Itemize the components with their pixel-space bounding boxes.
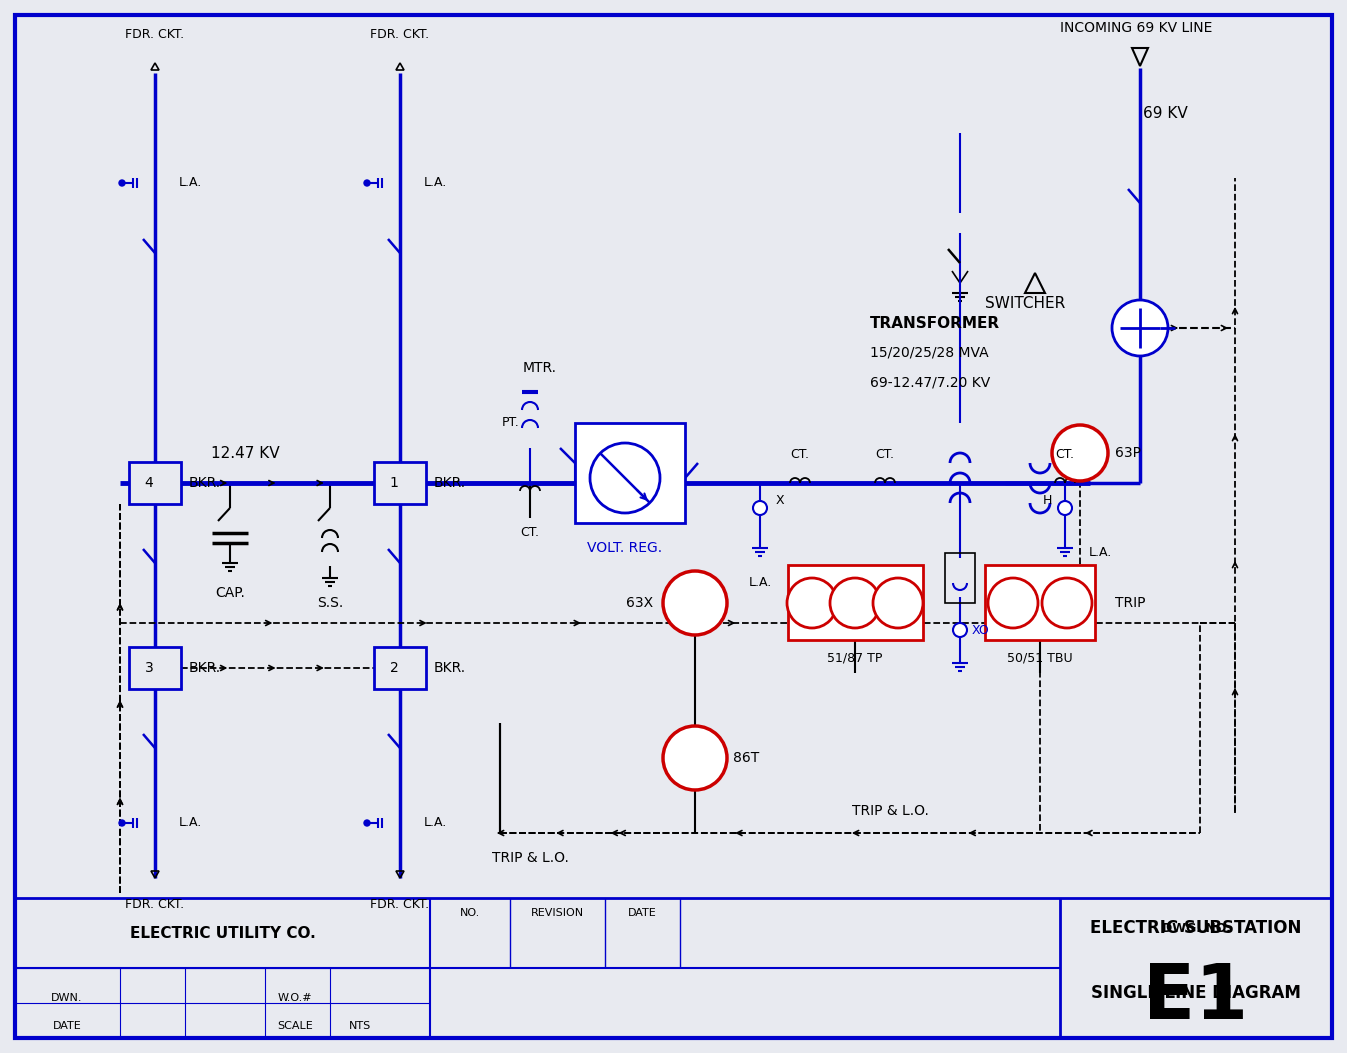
Text: TRIP & L.O.: TRIP & L.O.: [851, 804, 928, 818]
Text: 12.47 KV: 12.47 KV: [210, 445, 279, 460]
Text: 63P: 63P: [1115, 446, 1141, 460]
Circle shape: [830, 578, 880, 628]
Text: TRIP: TRIP: [1115, 596, 1145, 610]
Bar: [374, 647, 426, 689]
Text: TRIP & L.O.: TRIP & L.O.: [492, 851, 568, 865]
Text: CT.: CT.: [520, 526, 540, 539]
Text: CT.: CT.: [876, 449, 894, 461]
Text: DATE: DATE: [628, 908, 657, 918]
Circle shape: [952, 623, 967, 637]
Circle shape: [1043, 578, 1092, 628]
Text: BKR.: BKR.: [434, 661, 466, 675]
Bar: [985, 565, 1095, 640]
Circle shape: [1057, 501, 1072, 515]
Bar: [374, 462, 426, 504]
Text: SINGLE LINE DIAGRAM: SINGLE LINE DIAGRAM: [1091, 984, 1301, 1002]
Text: BKR.: BKR.: [189, 476, 221, 490]
Text: FDR. CKT.: FDR. CKT.: [125, 898, 185, 912]
Text: E1: E1: [1144, 961, 1249, 1035]
Text: X: X: [776, 495, 784, 508]
Circle shape: [364, 820, 370, 826]
Text: XO: XO: [971, 623, 989, 636]
Text: S.S.: S.S.: [317, 596, 343, 610]
Text: L.A.: L.A.: [178, 177, 202, 190]
Text: L.A.: L.A.: [1088, 547, 1111, 559]
Text: REVISION: REVISION: [531, 908, 585, 918]
Text: 2: 2: [389, 661, 399, 675]
Text: DATE: DATE: [53, 1021, 81, 1031]
Text: ELECTRIC UTILITY CO.: ELECTRIC UTILITY CO.: [129, 926, 315, 940]
Text: W.O.#: W.O.#: [277, 993, 313, 1004]
Text: SWITCHER: SWITCHER: [985, 296, 1065, 311]
Text: 86T: 86T: [733, 751, 760, 764]
Text: 1: 1: [389, 476, 399, 490]
Text: VOLT. REG.: VOLT. REG.: [587, 541, 663, 555]
Circle shape: [364, 180, 370, 186]
Text: H: H: [1043, 495, 1052, 508]
Text: 3: 3: [144, 661, 154, 675]
Text: ELECTRIC SUBSTATION: ELECTRIC SUBSTATION: [1090, 919, 1301, 937]
Circle shape: [1113, 300, 1168, 356]
Text: MTR.: MTR.: [523, 361, 558, 375]
Text: NO.: NO.: [459, 908, 480, 918]
Text: L.A.: L.A.: [423, 177, 447, 190]
Text: CAP.: CAP.: [216, 587, 245, 600]
Text: L.A.: L.A.: [423, 816, 447, 830]
Text: 69-12.47/7.20 KV: 69-12.47/7.20 KV: [870, 376, 990, 390]
Text: BKR.: BKR.: [189, 661, 221, 675]
Text: FDR. CKT.: FDR. CKT.: [370, 898, 430, 912]
Bar: [788, 565, 923, 640]
Circle shape: [663, 571, 727, 635]
Bar: [15, 898, 1332, 1038]
Bar: [129, 647, 180, 689]
Text: TRANSFORMER: TRANSFORMER: [870, 316, 999, 331]
Text: CT.: CT.: [1056, 449, 1075, 461]
Text: DWG. NO.: DWG. NO.: [1161, 921, 1230, 934]
Text: PT.: PT.: [502, 417, 520, 430]
Text: 15/20/25/28 MVA: 15/20/25/28 MVA: [870, 346, 989, 360]
Circle shape: [119, 180, 125, 186]
Circle shape: [663, 726, 727, 790]
Bar: [575, 423, 686, 523]
Text: NTS: NTS: [349, 1021, 372, 1031]
Text: BKR.: BKR.: [434, 476, 466, 490]
Text: 69 KV: 69 KV: [1142, 105, 1187, 120]
Text: CT.: CT.: [791, 449, 810, 461]
Bar: [129, 462, 180, 504]
Text: 50/51 TBU: 50/51 TBU: [1008, 652, 1072, 664]
Text: 63X: 63X: [626, 596, 653, 610]
Text: L.A.: L.A.: [749, 576, 772, 590]
Text: DWN.: DWN.: [51, 993, 82, 1004]
Circle shape: [787, 578, 836, 628]
Text: 4: 4: [144, 476, 154, 490]
Text: INCOMING 69 KV LINE: INCOMING 69 KV LINE: [1060, 21, 1212, 35]
Circle shape: [873, 578, 923, 628]
Text: L.A.: L.A.: [178, 816, 202, 830]
Text: FDR. CKT.: FDR. CKT.: [370, 28, 430, 41]
Circle shape: [753, 501, 766, 515]
Text: FDR. CKT.: FDR. CKT.: [125, 28, 185, 41]
Circle shape: [987, 578, 1039, 628]
Circle shape: [1052, 425, 1109, 481]
Bar: [946, 553, 975, 603]
Text: SCALE: SCALE: [277, 1021, 313, 1031]
Circle shape: [119, 820, 125, 826]
Text: 51/87 TP: 51/87 TP: [827, 652, 882, 664]
